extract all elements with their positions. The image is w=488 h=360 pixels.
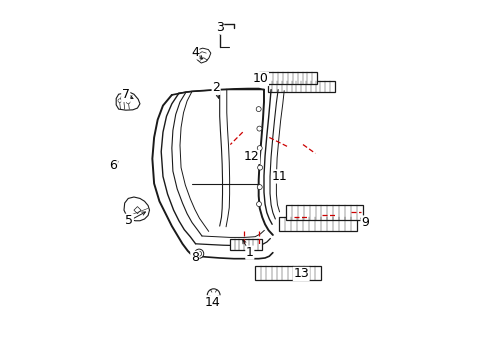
Circle shape (122, 97, 125, 100)
Polygon shape (124, 197, 149, 221)
Polygon shape (116, 92, 140, 110)
Text: 1: 1 (245, 246, 253, 259)
Polygon shape (110, 159, 118, 167)
Text: 4: 4 (190, 46, 199, 59)
Text: 7: 7 (122, 89, 129, 102)
Bar (267, 81, 334, 92)
Polygon shape (195, 48, 210, 63)
Circle shape (256, 107, 261, 112)
Text: 2: 2 (212, 81, 220, 94)
Polygon shape (134, 207, 141, 214)
Circle shape (256, 126, 262, 131)
Text: 13: 13 (293, 267, 308, 280)
Text: 8: 8 (190, 252, 199, 265)
Bar (255, 266, 320, 280)
Text: 12: 12 (243, 150, 259, 163)
Bar (279, 217, 356, 231)
Circle shape (194, 249, 203, 258)
Circle shape (196, 251, 201, 256)
Bar (286, 205, 362, 220)
Text: 10: 10 (252, 72, 268, 85)
Text: 9: 9 (360, 216, 368, 229)
Text: 6: 6 (109, 159, 117, 172)
Text: 11: 11 (271, 170, 287, 183)
Bar (258, 72, 317, 84)
Circle shape (207, 289, 220, 302)
Circle shape (257, 185, 262, 190)
Circle shape (118, 99, 121, 102)
Circle shape (126, 100, 130, 104)
Text: 5: 5 (125, 214, 133, 227)
Text: 3: 3 (215, 21, 223, 34)
Circle shape (256, 202, 261, 207)
Circle shape (257, 145, 262, 150)
Bar (230, 239, 262, 250)
Circle shape (257, 165, 262, 170)
Text: 14: 14 (204, 296, 220, 309)
